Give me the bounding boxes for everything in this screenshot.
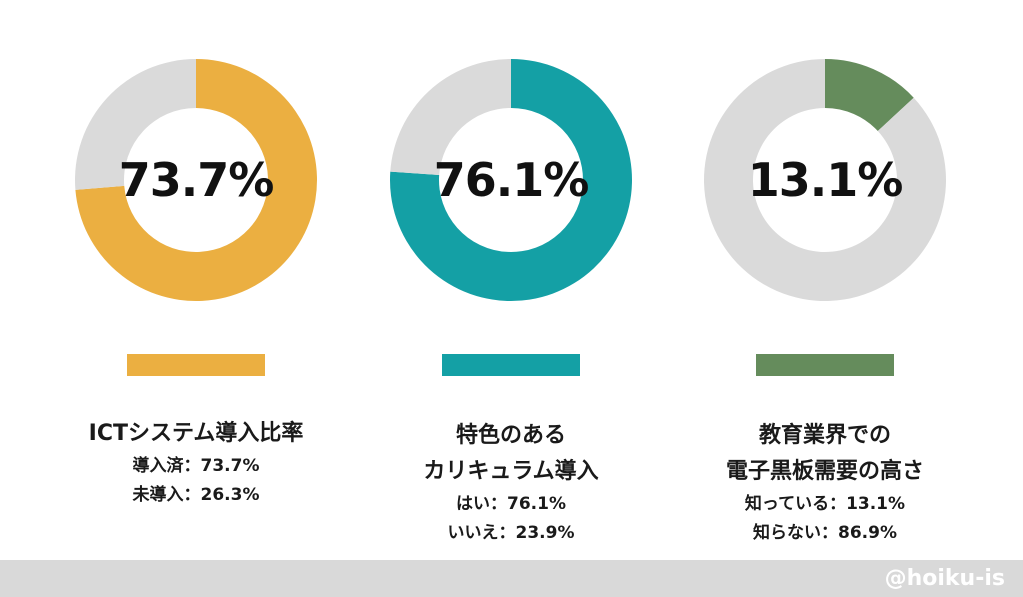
- chart-title-line: カリキュラム導入: [423, 459, 599, 484]
- chart-title-line: 電子黒板需要の高さ: [725, 459, 924, 484]
- chart-title-line: 特色のある: [455, 423, 566, 448]
- donut-panel-curriculum: 76.1% 特色のある カリキュラム導入 はい：76.1% いいえ：23.9%: [361, 0, 661, 560]
- stat-line: 知らない：86.9%: [753, 523, 897, 543]
- center-value-blackboard: 13.1%: [747, 153, 904, 207]
- watermark: @hoiku-is: [884, 566, 1005, 591]
- stat-line: 導入済：73.7%: [132, 456, 260, 476]
- legend-swatch-ict: [127, 354, 265, 376]
- center-value-ict: 73.7%: [118, 153, 275, 207]
- stat-line: いいえ：23.9%: [447, 523, 575, 543]
- donut-slice-remainder: [704, 59, 946, 301]
- donut-chart-blackboard: [704, 59, 946, 301]
- chart-title-line: 教育業界での: [758, 423, 891, 448]
- center-value-curriculum: 76.1%: [433, 153, 590, 207]
- donut-panel-ict: 73.7% ICTシステム導入比率 導入済：73.7% 未導入：26.3%: [46, 0, 346, 560]
- donut-chart-ict: [75, 59, 317, 301]
- legend-swatch-blackboard: [756, 354, 894, 376]
- donut-slice-remainder: [75, 59, 196, 190]
- legend-swatch-curriculum: [442, 354, 580, 376]
- donut-slice-primary: [75, 59, 317, 301]
- stat-line: 未導入：26.3%: [132, 485, 260, 505]
- caption-ict: ICTシステム導入比率 導入済：73.7% 未導入：26.3%: [46, 416, 346, 510]
- donut-slice-remainder: [390, 59, 511, 176]
- stat-line: はい：76.1%: [456, 494, 566, 514]
- donut-panel-blackboard: 13.1% 教育業界での 電子黒板需要の高さ 知っている：13.1% 知らない：…: [675, 0, 975, 560]
- donut-slice-primary: [390, 59, 632, 301]
- donut-slice-primary: [825, 59, 914, 132]
- footer-bar: @hoiku-is: [0, 560, 1023, 597]
- chart-title-line: ICTシステム導入比率: [88, 421, 304, 446]
- caption-blackboard: 教育業界での 電子黒板需要の高さ 知っている：13.1% 知らない：86.9%: [675, 418, 975, 548]
- stat-line: 知っている：13.1%: [744, 494, 906, 514]
- caption-curriculum: 特色のある カリキュラム導入 はい：76.1% いいえ：23.9%: [361, 418, 661, 548]
- donut-chart-curriculum: [390, 59, 632, 301]
